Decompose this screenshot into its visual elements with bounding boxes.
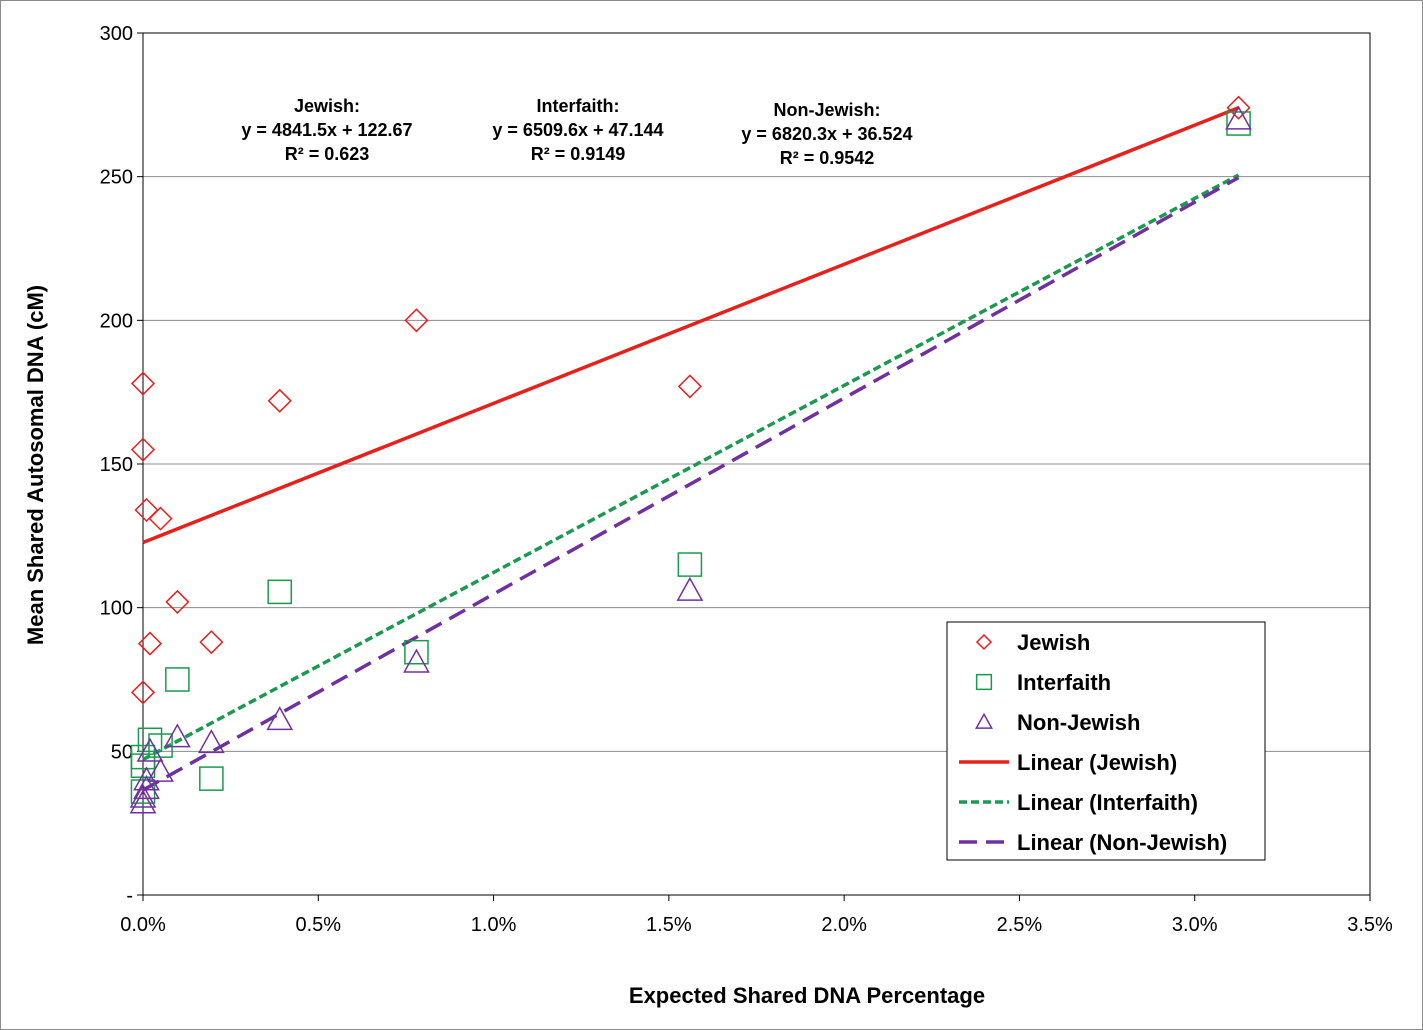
non-jewish-point [136, 737, 164, 762]
jewish-point [165, 589, 190, 614]
non-jewish-point [163, 723, 191, 748]
jewish-point [148, 506, 173, 531]
y-tick-label: - [126, 885, 133, 907]
non-jewish-point [403, 648, 430, 673]
x-tick-label: 1.5% [646, 914, 692, 936]
y-tick-label: 200 [100, 310, 133, 332]
non-jewish-point [133, 766, 160, 791]
x-tick-label: 3.0% [1172, 914, 1218, 936]
non-jewish-point [1225, 105, 1252, 130]
x-tick-label: 2.5% [997, 914, 1043, 936]
legend-item-non-jewish-marker [975, 712, 993, 729]
non-jewish-point [133, 775, 160, 800]
interfaith-point [677, 552, 703, 577]
jewish-point [267, 388, 292, 413]
annotation-line: y = 4841.5x + 122.67 [241, 120, 412, 140]
jewish-point [677, 374, 702, 399]
legend-item-interfaith-marker [975, 673, 993, 691]
y-axis: - 50 100 150 200 250 300 [100, 23, 143, 907]
legend-box [946, 621, 1266, 861]
legend: Jewish Interfaith Non-Jewish Linear (Jewish… [946, 621, 1266, 861]
annotation-line: Non-Jewish: [773, 100, 880, 120]
annotation-line: y = 6509.6x + 47.144 [492, 120, 663, 140]
legend-item-jewish-marker [975, 633, 993, 651]
equation-annotations: Jewish: y = 4841.5x + 122.67 R² = 0.623 Int… [241, 96, 912, 168]
jewish-point [1226, 95, 1251, 120]
x-tick-label: 0.0% [120, 914, 166, 936]
non-jewish-point [266, 706, 294, 731]
x-axis-title: Expected Shared DNA Percentage [629, 983, 985, 1008]
jewish-point [134, 497, 159, 523]
trendline-linear-jewish [142, 106, 1240, 545]
y-tick-label: 150 [100, 454, 133, 476]
x-axis: 0.0% 0.5% 1.0% 1.5% 2.0% 2.5% 3.0% 3.5% [120, 895, 1393, 936]
annotation-line: Interfaith: [537, 96, 620, 116]
x-tick-label: 0.5% [295, 914, 341, 936]
interfaith-point [165, 667, 190, 692]
non-jewish-point [129, 789, 157, 814]
legend-item-non-jewish-label: Non-Jewish [1017, 710, 1140, 735]
annotation-line: y = 6820.3x + 36.524 [741, 124, 912, 144]
annotation-line: R² = 0.9149 [531, 144, 626, 164]
annotation-line: R² = 0.623 [285, 144, 370, 164]
jewish-point [130, 437, 156, 462]
annotation-line: R² = 0.9542 [780, 148, 875, 168]
x-tick-label: 2.0% [821, 914, 867, 936]
jewish-point [199, 630, 224, 655]
annotation-line: Jewish: [294, 96, 360, 116]
trendline-linear-non-jewish [142, 176, 1240, 792]
non-jewish-point [147, 757, 174, 782]
interfaith-point [137, 727, 163, 753]
legend-item-linear-jewish-label: Linear (Jewish) [1017, 750, 1177, 775]
interfaith-point [267, 579, 293, 605]
x-tick-label: 1.0% [471, 914, 517, 936]
interfaith-point [404, 639, 429, 665]
interfaith-point [199, 766, 224, 791]
jewish-point [404, 308, 429, 333]
y-tick-label: 250 [100, 167, 133, 189]
y-tick-label: 300 [100, 23, 133, 45]
jewish-point [130, 680, 156, 705]
y-axis-title: Mean Shared Autosomal DNA (cM) [23, 285, 48, 645]
non-jewish-point [676, 576, 704, 601]
y-tick-label: 50 [111, 741, 133, 763]
jewish-point [130, 371, 156, 396]
data-markers [129, 95, 1252, 814]
legend-item-linear-interfaith-label: Linear (Interfaith) [1017, 790, 1198, 815]
trendline-linear-interfaith [142, 173, 1240, 762]
interfaith-point [1226, 111, 1251, 136]
jewish-point [137, 631, 163, 656]
x-tick-label: 3.5% [1347, 914, 1393, 936]
legend-item-jewish-label: Jewish [1017, 630, 1090, 655]
legend-item-interfaith-label: Interfaith [1017, 670, 1111, 695]
non-jewish-point [129, 783, 157, 808]
interfaith-point [130, 753, 156, 779]
non-jewish-point [197, 729, 225, 754]
y-tick-label: 100 [100, 598, 133, 620]
trendlines [142, 106, 1240, 792]
legend-item-linear-non-jewish-label: Linear (Non-Jewish) [1017, 830, 1227, 855]
